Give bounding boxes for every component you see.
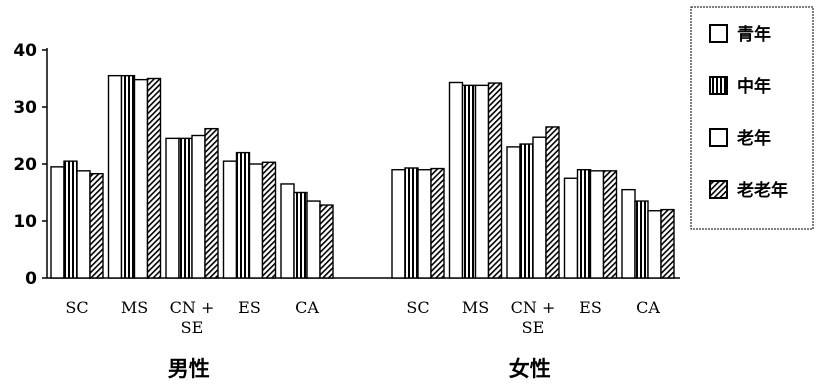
bar	[404, 167, 419, 279]
bar	[487, 82, 503, 279]
legend-swatch	[709, 24, 728, 43]
bar	[319, 204, 334, 279]
bar	[417, 168, 432, 279]
bar	[50, 166, 65, 279]
y-tick-label: 20	[13, 155, 37, 175]
legend-label: 中年	[737, 76, 771, 97]
category-label: SC	[406, 298, 429, 317]
y-tick-label: 10	[13, 212, 37, 232]
bars	[50, 74, 675, 279]
category-label: SC	[65, 298, 88, 317]
y-tick-label: 40	[13, 41, 37, 61]
bar	[430, 167, 445, 279]
legend-swatch	[709, 128, 728, 147]
bar	[261, 161, 277, 279]
bar	[589, 170, 605, 279]
bar	[647, 210, 662, 279]
category-label: CN +	[170, 298, 215, 317]
category-label: ES	[579, 298, 602, 317]
y-tick-label: 30	[13, 98, 37, 118]
bar	[191, 134, 206, 279]
bar	[602, 170, 618, 279]
bar	[506, 146, 521, 279]
bar	[532, 136, 547, 279]
bar	[76, 170, 91, 279]
category-label: MS	[121, 298, 148, 317]
bar	[204, 127, 219, 279]
bar	[178, 137, 193, 279]
bar	[133, 78, 149, 279]
category-label: CA	[295, 298, 319, 317]
legend-swatch	[709, 180, 728, 199]
y-tick-label: 0	[25, 269, 37, 289]
legend-label: 青年	[737, 24, 771, 45]
bar	[280, 183, 295, 279]
category-label: CA	[636, 298, 660, 317]
legend-label: 老年	[736, 128, 771, 149]
bar	[474, 84, 490, 279]
group-label: 女性	[509, 357, 551, 381]
bar	[235, 151, 251, 279]
bar	[248, 163, 264, 279]
bar	[448, 81, 464, 279]
bar	[293, 191, 308, 279]
category-label: ES	[238, 298, 261, 317]
category-label: MS	[462, 298, 489, 317]
legend-label: 老老年	[736, 180, 788, 201]
bar	[576, 168, 592, 279]
legend-swatch	[709, 76, 728, 95]
bar	[306, 200, 321, 279]
bar	[146, 77, 162, 279]
bar	[107, 74, 123, 279]
bar	[634, 200, 649, 279]
bar	[621, 188, 636, 279]
bar	[222, 160, 238, 279]
category-label: CN +	[511, 298, 556, 317]
bar	[519, 143, 534, 279]
bar	[660, 208, 675, 279]
bar	[63, 160, 78, 279]
bar	[545, 126, 560, 279]
group-label: 男性	[168, 357, 210, 381]
category-label-line2: SE	[181, 318, 204, 337]
bar	[165, 137, 180, 279]
bar	[563, 177, 579, 279]
bar	[120, 74, 136, 279]
bar	[89, 172, 104, 279]
bar	[461, 84, 477, 279]
category-label-line2: SE	[522, 318, 545, 337]
bar	[391, 168, 406, 279]
